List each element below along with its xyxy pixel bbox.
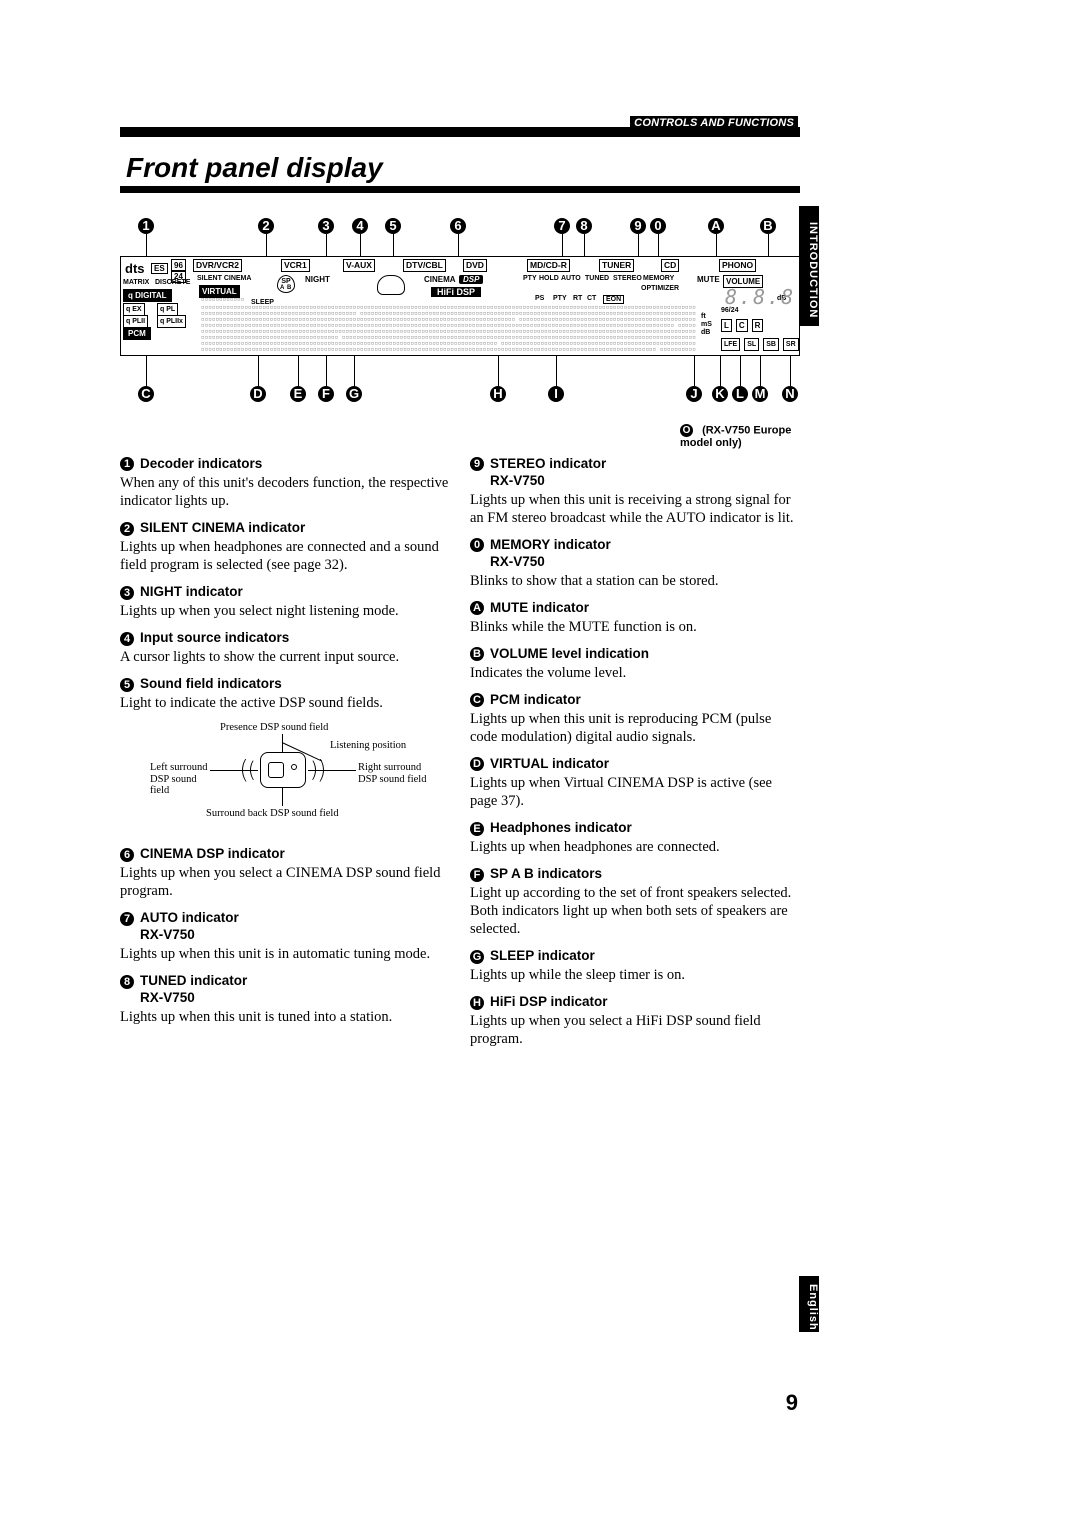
discrete: DISCRETE <box>155 279 190 286</box>
speaker-grid: L C R LFE SL SB SR <box>721 315 799 351</box>
item-D: DVIRTUAL indicatorLights up when Virtual… <box>470 756 800 810</box>
callout-L: L <box>732 386 748 402</box>
item-9: 9STEREO indicatorRX-V750Lights up when t… <box>470 456 800 527</box>
rt: RT <box>573 295 582 302</box>
pl2x: q PLIIx <box>157 315 186 328</box>
ms: mS <box>701 321 712 328</box>
display-diagram: 1234567890AB dts ES 96 24 MATRIX DISCRET… <box>120 218 800 418</box>
dsp-field-diagram: Presence DSP sound field Listening posit… <box>150 722 420 832</box>
mini-segments: ▫▫▫▫▫▫▫▫▫▫▫▫ <box>201 297 249 303</box>
callout-H: H <box>490 386 506 402</box>
callout-A: A <box>708 218 724 234</box>
item-1: 1Decoder indicatorsWhen any of this unit… <box>120 456 450 510</box>
header-section-label: CONTROLS AND FUNCTIONS <box>630 116 798 130</box>
input-label: DVR/VCR2 <box>193 259 242 272</box>
title-bar <box>120 186 800 193</box>
side-tab-lang: English <box>799 1276 819 1332</box>
stereo: STEREO <box>613 275 642 282</box>
item-7: 7AUTO indicatorRX-V750Lights up when thi… <box>120 910 450 963</box>
db: dB <box>701 329 710 336</box>
digital: q DIGITAL <box>123 289 172 302</box>
item-8: 8TUNED indicatorRX-V750Lights up when th… <box>120 973 450 1026</box>
item-2: 2SILENT CINEMA indicatorLights up when h… <box>120 520 450 574</box>
callout-F: F <box>318 386 334 402</box>
callout-4: 4 <box>352 218 368 234</box>
hifi: HiFi DSP <box>431 287 481 297</box>
callout-D: D <box>250 386 266 402</box>
tuned: TUNED <box>585 275 609 282</box>
callout-N: N <box>782 386 798 402</box>
callout-I: I <box>548 386 564 402</box>
page-title: Front panel display <box>126 152 383 184</box>
input-label: DVD <box>463 259 487 272</box>
callout-M: M <box>752 386 768 402</box>
item-F: FSP A B indicatorsLight up according to … <box>470 866 800 938</box>
item-5: 5Sound field indicatorsLight to indicate… <box>120 676 450 712</box>
side-tab-intro: INTRODUCTION <box>799 206 819 326</box>
item-B: BVOLUME level indicationIndicates the vo… <box>470 646 800 682</box>
input-label: VCR1 <box>281 259 310 272</box>
callout-K: K <box>712 386 728 402</box>
mute: MUTE <box>697 275 720 284</box>
pty: PTY <box>523 275 537 282</box>
item-4: 4Input source indicatorsA cursor lights … <box>120 630 450 666</box>
callout-6: 6 <box>450 218 466 234</box>
ps: PS <box>535 295 544 302</box>
sp-a: A <box>280 285 284 291</box>
item-G: GSLEEP indicatorLights up while the slee… <box>470 948 800 984</box>
dts-label: dts <box>125 261 145 276</box>
input-label: MD/CD-R <box>527 259 570 272</box>
pty2: PTY <box>553 295 567 302</box>
cinema: CINEMA <box>424 275 456 284</box>
page-number: 9 <box>786 1390 798 1416</box>
callout-C: C <box>138 386 154 402</box>
headphone-icon <box>377 275 405 295</box>
input-label: CD <box>661 259 679 272</box>
volume-segments: 8.8.8 <box>725 285 795 309</box>
callout-5: 5 <box>385 218 401 234</box>
pcm: PCM <box>123 327 151 340</box>
input-label: TUNER <box>599 259 634 272</box>
ft: ft <box>701 313 706 320</box>
item-E: EHeadphones indicatorLights up when head… <box>470 820 800 856</box>
callout-0: 0 <box>650 218 666 234</box>
callout-2: 2 <box>258 218 274 234</box>
optimizer: OPTIMIZER <box>641 285 679 292</box>
callout-G: G <box>346 386 362 402</box>
night: NIGHT <box>305 275 330 284</box>
silent: SILENT CINEMA <box>197 275 251 282</box>
item-A: AMUTE indicatorBlinks while the MUTE fun… <box>470 600 800 636</box>
input-label: V-AUX <box>343 259 375 272</box>
ct: CT <box>587 295 596 302</box>
callout-B: B <box>760 218 776 234</box>
dsp-badge: DSP <box>459 275 483 284</box>
item-C: CPCM indicatorLights up when this unit i… <box>470 692 800 746</box>
callout-E: E <box>290 386 306 402</box>
lcd-panel: dts ES 96 24 MATRIX DISCRETE q DIGITAL q… <box>120 256 800 356</box>
callout-7: 7 <box>554 218 570 234</box>
item-3: 3NIGHT indicatorLights up when you selec… <box>120 584 450 620</box>
item-0: 0MEMORY indicatorRX-V750Blinks to show t… <box>470 537 800 590</box>
memory: MEMORY <box>643 275 674 282</box>
auto: AUTO <box>561 275 581 282</box>
sp-b: B <box>287 285 291 291</box>
callout-1: 1 <box>138 218 154 234</box>
dot-matrix: ▫▫▫▫▫▫▫▫▫▫▫▫▫▫▫▫▫▫▫▫▫▫▫▫▫▫▫▫▫▫▫▫▫▫▫▫▫▫▫▫… <box>201 305 696 353</box>
item-6: 6CINEMA DSP indicatorLights up when you … <box>120 846 450 900</box>
hold: HOLD <box>539 275 559 282</box>
callout-3: 3 <box>318 218 334 234</box>
eon: EON <box>603 295 624 304</box>
input-label: DTV/CBL <box>403 259 446 272</box>
input-label: PHONO <box>719 259 756 272</box>
callout-9: 9 <box>630 218 646 234</box>
callout-8: 8 <box>576 218 592 234</box>
matrix: MATRIX <box>123 279 149 286</box>
footnote-25: O (RX-V750 Europe model only) <box>680 424 800 449</box>
es-label: ES <box>151 263 168 274</box>
item-H: HHiFi DSP indicatorLights up when you se… <box>470 994 800 1048</box>
callout-J: J <box>686 386 702 402</box>
